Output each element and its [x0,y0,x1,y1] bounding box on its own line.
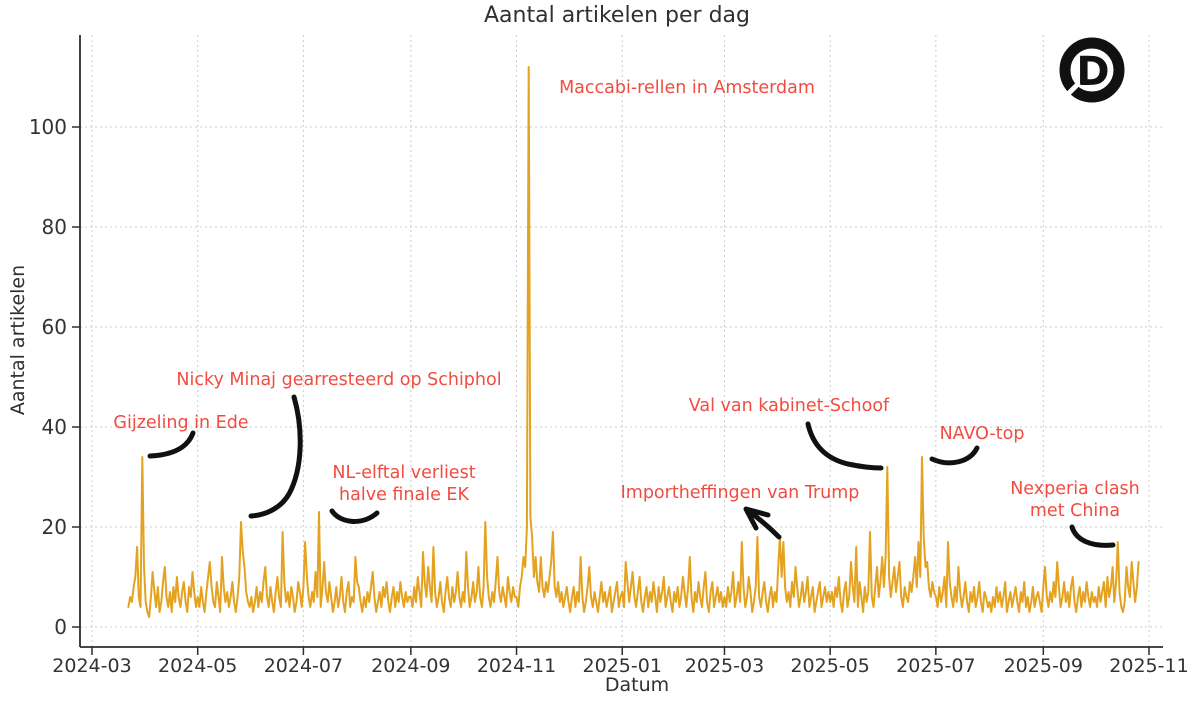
annotation-label-val-kabinet-schoof: Val van kabinet-Schoof [689,396,890,416]
x-tick-label: 2025-05 [790,655,869,677]
x-tick-label: 2024-11 [477,655,556,677]
y-tick-label: 80 [42,215,67,239]
annotation-pointer-val-kabinet-schoof [805,421,884,471]
annotation-pointer-gijzeling-ede [147,430,196,459]
annotation-label-gijzeling-ede: Gijzeling in Ede [113,413,248,433]
y-tick-label: 100 [29,115,67,139]
x-tick-label: 2025-03 [685,655,764,677]
chart-title: Aantal artikelen per dag [484,3,750,28]
annotation-label-nicky-minaj: Nicky Minaj gearresteerd op Schiphol [176,370,501,390]
annotation-label-maccabi-rellen: Maccabi-rellen in Amsterdam [559,78,815,98]
annotation-label-nl-elftal: NL-elftal verliest halve finale EK [332,463,475,505]
x-tick-label: 2025-07 [896,655,975,677]
logo-ring-icon [1059,37,1125,103]
annotation-pointer-importheffingen [743,506,771,531]
annotation-pointer-nexperia [1069,524,1116,548]
logo-gap [1064,81,1081,98]
annotation-label-nexperia: Nexperia clash met China [1010,479,1140,521]
x-tick-label: 2024-09 [371,655,450,677]
annotation-pointer-nl-elftal [329,508,380,524]
x-tick-label: 2025-09 [1004,655,1083,677]
annotation-label-importheffingen: Importheffingen van Trump [621,483,860,503]
x-tick-label: 2025-11 [1109,655,1188,677]
x-tick-label: 2024-05 [158,655,237,677]
annotation-pointer-navo-top [929,445,980,466]
x-tick-label: 2025-01 [583,655,662,677]
y-tick-label: 20 [42,515,67,539]
annotation-label-navo-top: NAVO-top [940,424,1025,444]
x-tick-label: 2024-03 [52,655,131,677]
logo-letter-icon: D [1076,49,1109,95]
y-tick-label: 0 [54,615,67,639]
x-tick-label: 2024-07 [264,655,343,677]
x-axis-label: Datum [604,674,670,696]
y-axis-label: Aantal artikelen [7,264,29,416]
annotation-pointer-nicky-minaj [248,394,303,519]
y-tick-label: 60 [42,315,67,339]
y-tick-label: 40 [42,415,67,439]
series-line [127,66,1140,618]
